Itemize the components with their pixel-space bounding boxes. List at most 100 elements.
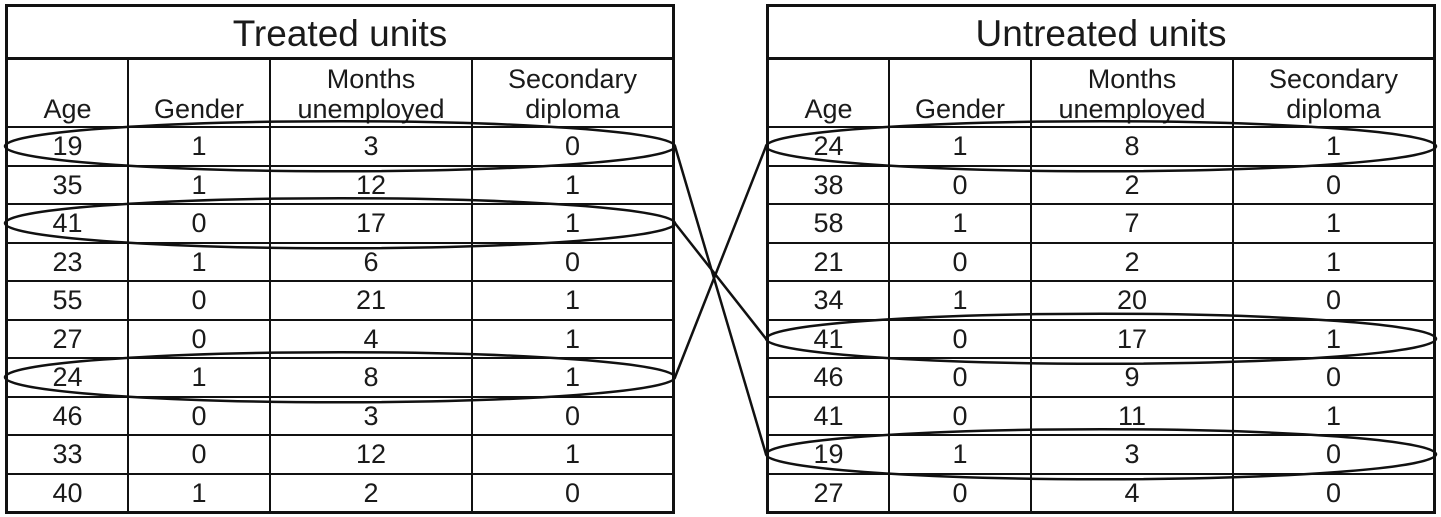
treated-row-2: 35 1 12 1 [8,164,672,205]
gender-cell: 1 [888,203,1032,244]
gender-cell: 0 [127,318,271,359]
treated-row-9: 33 0 12 1 [8,434,672,475]
months-unemployed-cell: 3 [269,126,473,167]
secondary-diploma-cell: 0 [471,395,672,436]
treated-row-8: 46 0 3 0 [8,395,672,436]
secondary-diploma-cell: 0 [1232,434,1433,475]
months-unemployed-cell: 2 [1030,241,1234,282]
age-cell: 41 [8,203,129,244]
gender-cell: 1 [127,126,271,167]
secondary-diploma-cell: 0 [1232,280,1433,321]
months-unemployed-cell: 17 [1030,318,1234,359]
header-secondary-diploma: Secondary diploma [471,60,672,128]
age-cell: 41 [769,395,890,436]
age-cell: 19 [769,434,890,475]
age-cell: 34 [769,280,890,321]
treated-row-4: 23 1 6 0 [8,241,672,282]
months-unemployed-cell: 11 [1030,395,1234,436]
header-months-unemployed: Months unemployed [1030,60,1234,128]
months-unemployed-cell: 3 [269,395,473,436]
age-cell: 46 [8,395,129,436]
months-unemployed-cell: 4 [269,318,473,359]
age-cell: 40 [8,472,129,511]
secondary-diploma-cell: 1 [471,280,672,321]
months-unemployed-cell: 12 [269,434,473,475]
age-cell: 38 [769,164,890,205]
age-cell: 35 [8,164,129,205]
untreated-row-1: 24 1 8 1 [769,126,1433,167]
gender-cell: 0 [888,395,1032,436]
months-unemployed-cell: 21 [269,280,473,321]
months-unemployed-cell: 2 [269,472,473,511]
gender-cell: 1 [888,280,1032,321]
age-cell: 21 [769,241,890,282]
secondary-diploma-cell: 1 [471,434,672,475]
match-connector-line [674,222,767,340]
header-gender: Gender [888,60,1032,128]
header-secondary-diploma: Secondary diploma [1232,60,1433,128]
secondary-diploma-cell: 1 [1232,241,1433,282]
header-months-unemployed: Months unemployed [269,60,473,128]
untreated-row-4: 21 0 2 1 [769,241,1433,282]
age-cell: 33 [8,434,129,475]
untreated-row-10: 27 0 4 0 [769,472,1433,511]
gender-cell: 0 [127,203,271,244]
gender-cell: 0 [127,395,271,436]
gender-cell: 1 [127,164,271,205]
match-connector-line [673,145,768,378]
secondary-diploma-cell: 1 [1232,395,1433,436]
treated-units-table: Treated units Age Gender Months unemploy… [5,4,675,514]
treated-row-10: 40 1 2 0 [8,472,672,511]
secondary-diploma-cell: 1 [1232,318,1433,359]
months-unemployed-cell: 7 [1030,203,1234,244]
gender-cell: 0 [127,280,271,321]
gender-cell: 1 [127,472,271,511]
gender-cell: 1 [888,126,1032,167]
untreated-row-7: 46 0 9 0 [769,357,1433,398]
age-cell: 55 [8,280,129,321]
secondary-diploma-cell: 0 [1232,472,1433,511]
months-unemployed-cell: 9 [1030,357,1234,398]
untreated-units-title: Untreated units [769,7,1433,60]
age-cell: 41 [769,318,890,359]
header-age: Age [769,60,890,128]
age-cell: 23 [8,241,129,282]
untreated-row-6: 41 0 17 1 [769,318,1433,359]
gender-cell: 1 [888,434,1032,475]
treated-row-7: 24 1 8 1 [8,357,672,398]
untreated-row-2: 38 0 2 0 [769,164,1433,205]
secondary-diploma-cell: 1 [471,318,672,359]
months-unemployed-cell: 20 [1030,280,1234,321]
untreated-row-9: 19 1 3 0 [769,434,1433,475]
untreated-row-3: 58 1 7 1 [769,203,1433,244]
treated-row-1: 19 1 3 0 [8,126,672,167]
untreated-row-5: 34 1 20 0 [769,280,1433,321]
gender-cell: 0 [888,164,1032,205]
age-cell: 58 [769,203,890,244]
age-cell: 27 [8,318,129,359]
treated-row-3: 41 0 17 1 [8,203,672,244]
months-unemployed-cell: 3 [1030,434,1234,475]
treated-row-5: 55 0 21 1 [8,280,672,321]
age-cell: 27 [769,472,890,511]
gender-cell: 0 [888,472,1032,511]
months-unemployed-cell: 2 [1030,164,1234,205]
gender-cell: 1 [127,357,271,398]
secondary-diploma-cell: 0 [471,126,672,167]
months-unemployed-cell: 4 [1030,472,1234,511]
secondary-diploma-cell: 0 [1232,357,1433,398]
months-unemployed-cell: 12 [269,164,473,205]
secondary-diploma-cell: 1 [1232,203,1433,244]
secondary-diploma-cell: 1 [1232,126,1433,167]
gender-cell: 0 [888,357,1032,398]
months-unemployed-cell: 8 [1030,126,1234,167]
age-cell: 46 [769,357,890,398]
months-unemployed-cell: 6 [269,241,473,282]
gender-cell: 1 [127,241,271,282]
age-cell: 24 [769,126,890,167]
secondary-diploma-cell: 1 [471,357,672,398]
header-age: Age [8,60,129,128]
months-unemployed-cell: 17 [269,203,473,244]
gender-cell: 0 [888,241,1032,282]
treated-row-6: 27 0 4 1 [8,318,672,359]
